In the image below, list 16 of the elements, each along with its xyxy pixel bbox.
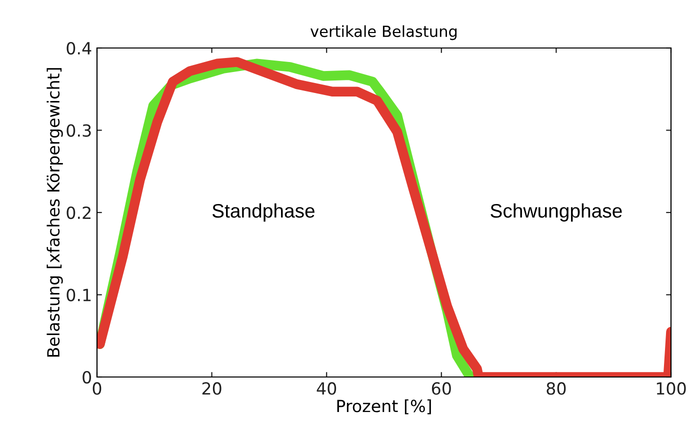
- y-tick-label: 0: [82, 370, 92, 384]
- x-tick-label: 80: [546, 382, 566, 395]
- y-tick-label: 0.3: [66, 124, 91, 137]
- annotation: Schwungphase: [490, 203, 622, 222]
- y-tick-label: 0.4: [66, 42, 92, 55]
- x-tick-label: 100: [656, 382, 686, 395]
- chart-title: vertikale Belastung: [310, 25, 457, 40]
- y-axis-title: Belastung [xfaches Körpergewicht]: [46, 68, 63, 357]
- x-axis-title: Prozent [%]: [337, 399, 431, 414]
- y-tick-label: 0.2: [66, 206, 90, 220]
- x-tick-label: 40: [316, 382, 336, 395]
- annotation: Standphase: [212, 203, 314, 222]
- x-tick-label: 20: [202, 382, 222, 395]
- x-tick-label: 60: [432, 382, 451, 395]
- x-tick-label: 0: [92, 382, 102, 395]
- y-tick-label: 0.1: [66, 288, 91, 302]
